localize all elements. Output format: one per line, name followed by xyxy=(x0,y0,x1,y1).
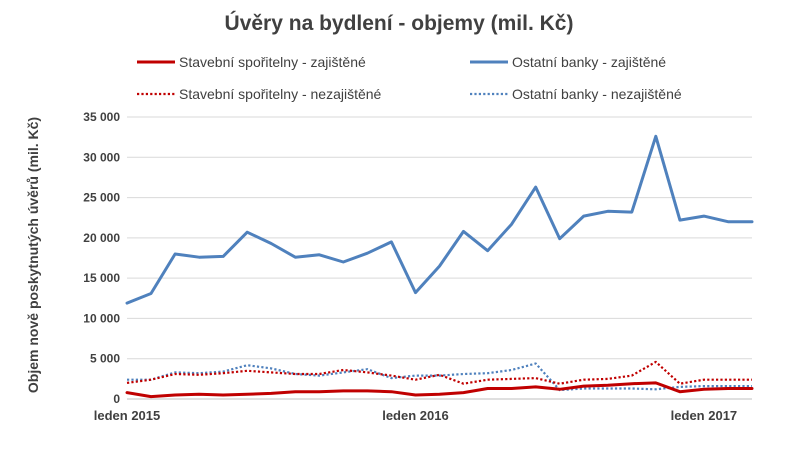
y-tick-label: 0 xyxy=(113,392,120,406)
y-tick-label: 35 000 xyxy=(83,110,120,124)
legend-label: Ostatní banky - nezajištěné xyxy=(512,86,682,102)
series-line xyxy=(125,381,754,399)
y-tick-label: 5 000 xyxy=(90,352,120,366)
series-lines xyxy=(125,134,754,399)
y-axis-label: Objem nově poskytnutých úvěrů (mil. Kč) xyxy=(25,117,41,393)
legend: Stavební spořitelny - zajištěné Ostatní b… xyxy=(137,54,682,102)
y-tick-label: 10 000 xyxy=(83,311,120,325)
series-line xyxy=(127,362,752,392)
chart-title: Úvěry na bydlení - objemy (mil. Kč) xyxy=(225,11,574,35)
legend-label: Stavební spořitelny - nezajištěné xyxy=(179,86,382,102)
x-tick-label: leden 2015 xyxy=(94,408,161,423)
legend-label: Stavební spořitelny - zajištěné xyxy=(179,54,366,70)
y-tick-label: 15 000 xyxy=(83,271,120,285)
series-line xyxy=(126,360,752,385)
y-tick-label: 20 000 xyxy=(83,231,120,245)
series-line xyxy=(125,134,754,305)
y-tick-label: 30 000 xyxy=(83,150,120,164)
y-axis-ticks: 0 5 000 10 000 15 000 20 000 25 000 30 000 35 0… xyxy=(83,110,120,406)
x-tick-label: leden 2016 xyxy=(382,408,449,423)
x-tick-label: leden 2017 xyxy=(671,408,738,423)
gridlines xyxy=(127,116,752,360)
legend-label: Ostatní banky - zajištěné xyxy=(512,54,666,70)
y-tick-label: 25 000 xyxy=(83,191,120,205)
x-axis: leden 2015 leden 2016 leden 2017 xyxy=(94,398,752,423)
